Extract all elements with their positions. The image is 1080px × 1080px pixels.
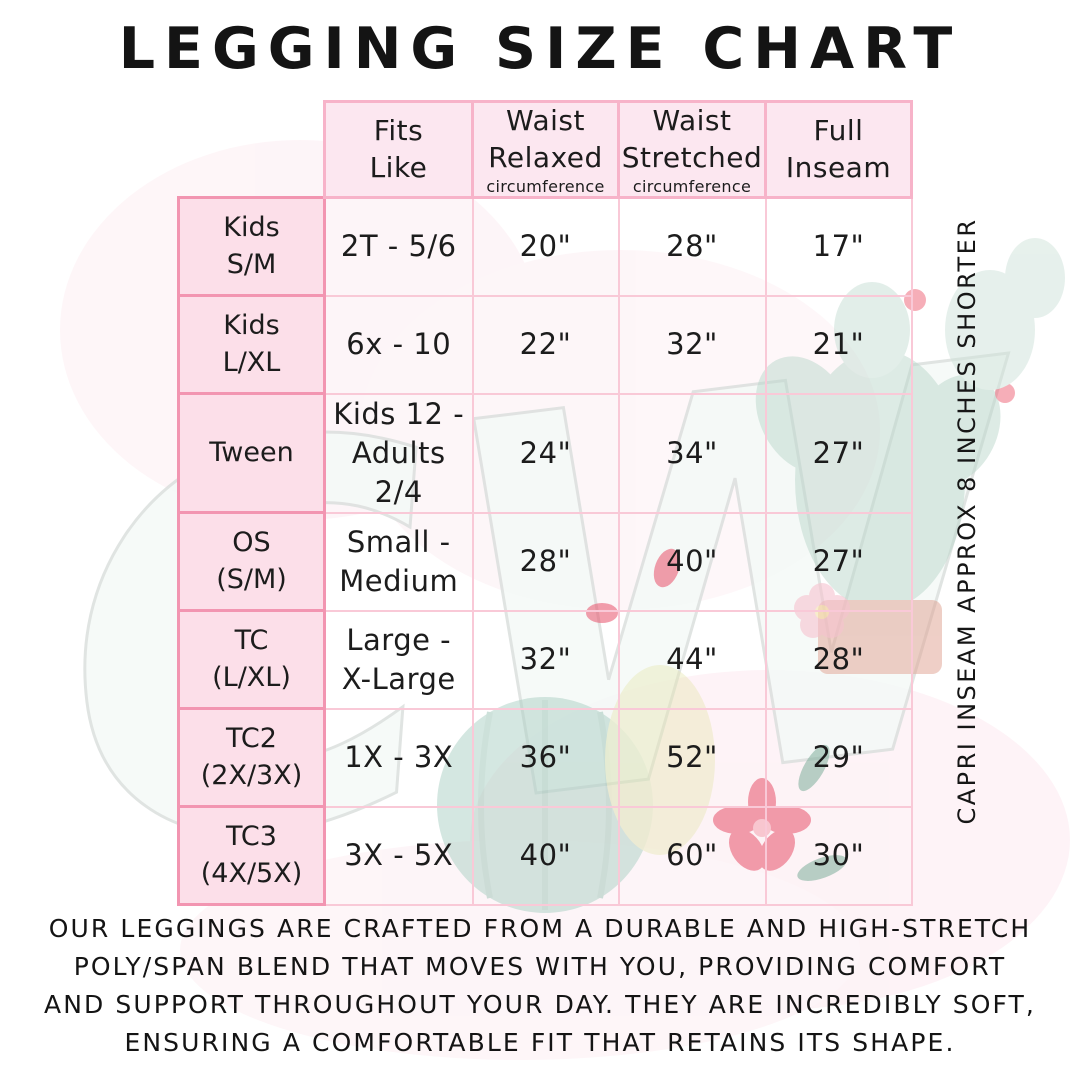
cell-fits-like: 1X - 3X	[323, 707, 474, 808]
size-table: Fits Like Waist Relaxed circumference Wa…	[177, 100, 913, 907]
description-line: ENSURING A COMFORTABLE FIT THAT RETAINS …	[124, 1028, 956, 1057]
cell-waist-stretched: 32"	[617, 294, 767, 395]
description-line: AND SUPPORT THROUGHOUT YOUR DAY. THEY AR…	[44, 990, 1036, 1019]
row-header-tc3: TC3 (4X/5X)	[177, 805, 326, 907]
description-line: OUR LEGGINGS ARE CRAFTED FROM A DURABLE …	[48, 914, 1032, 943]
row-header-os: OS (S/M)	[177, 511, 326, 613]
cell-waist-stretched: 44"	[617, 609, 767, 710]
capri-inseam-note: CAPRI INSEAM APPROX 8 INCHES SHORTER	[953, 217, 981, 825]
cell-full-inseam: 28"	[764, 609, 913, 710]
cell-waist-stretched: 40"	[617, 511, 767, 612]
table-row: Kids S/M 2T - 5/6 20" 28" 17"	[177, 196, 913, 297]
cell-full-inseam: 27"	[764, 392, 913, 514]
row-header-kids-lxl: Kids L/XL	[177, 294, 326, 395]
cell-full-inseam: 30"	[764, 805, 913, 906]
table-row: OS (S/M) Small - Medium 28" 40" 27"	[177, 511, 913, 613]
cell-waist-relaxed: 40"	[471, 805, 620, 906]
column-header-waist-relaxed: Waist Relaxed circumference	[471, 100, 620, 199]
description-line: POLY/SPAN BLEND THAT MOVES WITH YOU, PRO…	[73, 952, 1007, 981]
table-header-row: Fits Like Waist Relaxed circumference Wa…	[179, 100, 913, 199]
column-header-fits-like: Fits Like	[323, 100, 474, 199]
cell-waist-stretched: 28"	[617, 196, 767, 297]
cell-full-inseam: 21"	[764, 294, 913, 395]
row-header-tc: TC (L/XL)	[177, 609, 326, 711]
cell-waist-relaxed: 22"	[471, 294, 620, 395]
cell-full-inseam: 17"	[764, 196, 913, 297]
cell-waist-stretched: 34"	[617, 392, 767, 514]
table-row: TC3 (4X/5X) 3X - 5X 40" 60" 30"	[177, 805, 913, 907]
cell-waist-relaxed: 24"	[471, 392, 620, 514]
cell-fits-like: 6x - 10	[323, 294, 474, 395]
column-header-waist-stretched: Waist Stretched circumference	[617, 100, 767, 199]
row-header-kids-sm: Kids S/M	[177, 196, 326, 297]
cell-fits-like: Small - Medium	[323, 511, 474, 612]
table-corner-blank	[179, 102, 325, 198]
cell-waist-stretched: 52"	[617, 707, 767, 808]
cell-waist-relaxed: 36"	[471, 707, 620, 808]
cell-fits-like: 2T - 5/6	[323, 196, 474, 297]
cell-waist-relaxed: 20"	[471, 196, 620, 297]
table-row: TC2 (2X/3X) 1X - 3X 36" 52" 29"	[177, 707, 913, 809]
description-text: OUR LEGGINGS ARE CRAFTED FROM A DURABLE …	[0, 910, 1080, 1062]
cell-fits-like: Kids 12 - Adults 2/4	[323, 392, 474, 514]
cell-fits-like: 3X - 5X	[323, 805, 474, 906]
table-row: TC (L/XL) Large - X-Large 32" 44" 28"	[177, 609, 913, 711]
cell-waist-relaxed: 28"	[471, 511, 620, 612]
cell-waist-relaxed: 32"	[471, 609, 620, 710]
cell-fits-like: Large - X-Large	[323, 609, 474, 710]
column-header-full-inseam: Full Inseam	[764, 100, 913, 199]
table-row: Kids L/XL 6x - 10 22" 32" 21"	[177, 294, 913, 395]
cell-full-inseam: 27"	[764, 511, 913, 612]
page-title: LEGGING SIZE CHART	[118, 16, 962, 82]
row-header-tc2: TC2 (2X/3X)	[177, 707, 326, 809]
table-row: Tween Kids 12 - Adults 2/4 24" 34" 27"	[177, 391, 913, 515]
row-header-tween: Tween	[177, 391, 326, 515]
cell-full-inseam: 29"	[764, 707, 913, 808]
cell-waist-stretched: 60"	[617, 805, 767, 906]
